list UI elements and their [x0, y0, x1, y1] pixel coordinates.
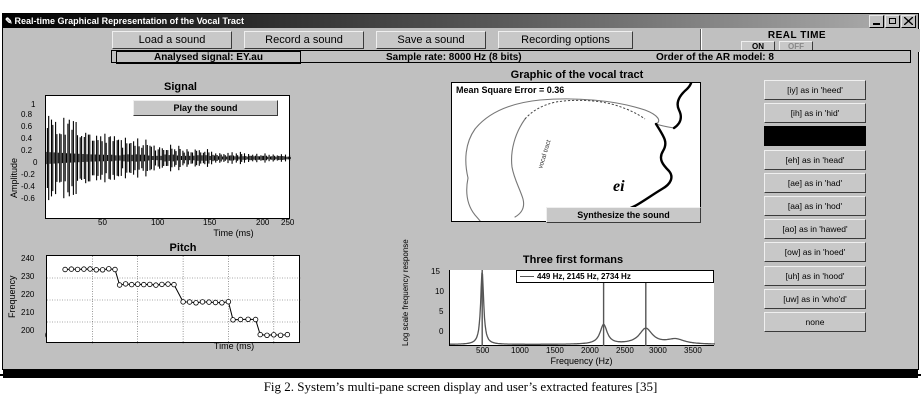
- svg-text:vocal tract: vocal tract: [537, 139, 552, 170]
- svg-text:ei: ei: [613, 178, 625, 195]
